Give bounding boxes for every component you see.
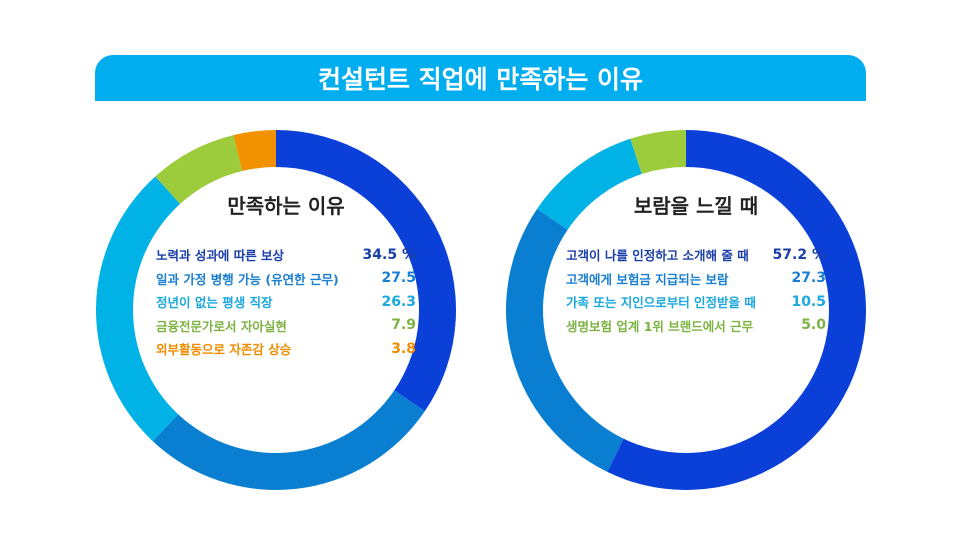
legend-label: 고객에게 보험금 지급되는 보람 — [566, 271, 729, 287]
data-label: 5.0 — [801, 317, 826, 334]
data-label: 10.5 — [791, 293, 826, 310]
donut-segment — [95, 176, 181, 442]
legend-satisfaction: 만족하는 이유 노력과 성과에 따른 보상 34.5 % 일과 가정 병행 가능 (… — [156, 190, 416, 361]
data-label: 34.5 % — [362, 246, 416, 263]
donut-segment — [630, 130, 686, 174]
legend-row: 고객이 나를 인정하고 소개해 줄 때 57.2 % — [566, 243, 826, 267]
donut-segment — [152, 390, 425, 490]
donut-chart-satisfaction — [95, 130, 457, 490]
legend-row: 외부활동으로 자존감 상승 3.8 — [156, 337, 416, 361]
legend-label: 노력과 성과에 따른 보상 — [156, 248, 285, 264]
chart-title: 보람을 느낄 때 — [633, 194, 759, 218]
donut-segment — [506, 208, 624, 472]
chart-title: 만족하는 이유 — [227, 194, 345, 218]
legend-row: 금융전문가로서 자아실현 7.9 — [156, 314, 416, 338]
legend-label: 생명보험 업계 1위 브랜드에서 근무 — [566, 318, 754, 334]
legend-row: 일과 가정 병행 가능 (유연한 근무) 27.5 — [156, 267, 416, 291]
donut-segment — [155, 135, 243, 204]
legend-label: 고객이 나를 인정하고 소개해 줄 때 — [566, 248, 749, 264]
legend-row: 노력과 성과에 따른 보상 34.5 % — [156, 243, 416, 267]
data-label: 57.2 % — [772, 246, 826, 263]
legend-row: 정년이 없는 평생 직장 26.3 — [156, 290, 416, 314]
donut-segment — [607, 130, 866, 490]
donut-segment — [233, 130, 276, 172]
title-bar: 컨설턴트 직업에 만족하는 이유 — [95, 55, 866, 101]
legend-reward: 보람을 느낄 때 고객이 나를 인정하고 소개해 줄 때 57.2 % 고객에게 보… — [566, 190, 826, 337]
donut-segment — [276, 130, 457, 412]
page-title: 컨설턴트 직업에 만족하는 이유 — [317, 65, 644, 94]
donut-segment — [537, 138, 642, 230]
data-label: 3.8 — [391, 340, 416, 357]
legend-row: 생명보험 업계 1위 브랜드에서 근무 5.0 — [566, 314, 826, 338]
legend-label: 정년이 없는 평생 직장 — [156, 295, 273, 311]
legend-label: 외부활동으로 자존감 상승 — [156, 342, 292, 358]
legend-row: 고객에게 보험금 지급되는 보람 27.3 — [566, 267, 826, 291]
donut-chart-reward — [506, 130, 866, 490]
legend-label: 금융전문가로서 자아실현 — [156, 318, 287, 334]
legend-label: 일과 가정 병행 가능 (유연한 근무) — [156, 271, 339, 287]
data-label: 27.5 — [381, 270, 416, 287]
legend-row: 가족 또는 지인으로부터 인정받을 때 10.5 — [566, 290, 826, 314]
data-label: 26.3 — [381, 293, 416, 310]
legend-label: 가족 또는 지인으로부터 인정받을 때 — [566, 295, 756, 311]
data-label: 27.3 — [791, 270, 826, 287]
data-label: 7.9 — [391, 317, 416, 334]
